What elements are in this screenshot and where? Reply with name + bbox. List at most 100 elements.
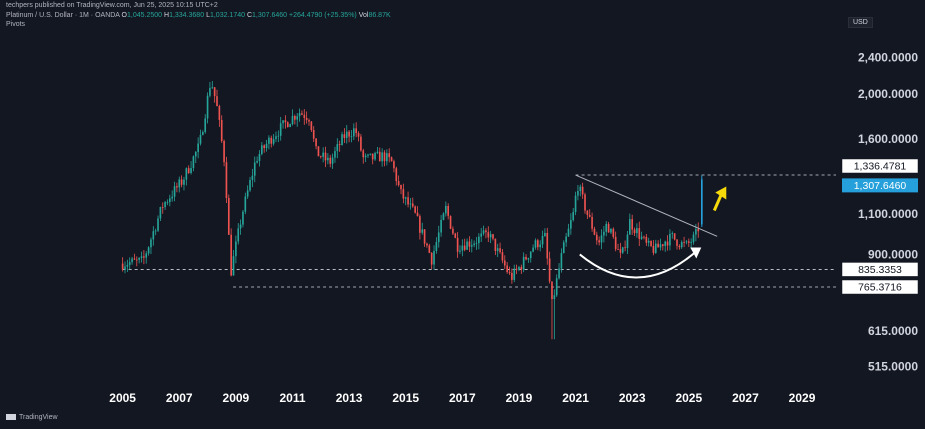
candle-body (416, 212, 419, 217)
volume-value: 86.87K (368, 12, 391, 19)
candle-body (501, 252, 504, 261)
candle-body (541, 236, 544, 245)
candle-body (178, 179, 181, 188)
candle-body (452, 228, 454, 234)
candle-body (626, 234, 629, 248)
candle-body (338, 144, 341, 146)
candle-body (133, 258, 136, 260)
candle-body (409, 203, 412, 205)
candle-body (506, 265, 508, 273)
candle-body (447, 206, 450, 216)
last-price-label-box (842, 178, 918, 193)
candle-body (232, 256, 235, 276)
candle-body (440, 219, 442, 233)
candle-body (423, 229, 426, 244)
time-tick-label: 2021 (562, 391, 589, 405)
candle-body (216, 96, 218, 107)
candle-body (560, 253, 563, 269)
candle-body (362, 150, 365, 158)
candle-body (286, 122, 289, 128)
candle-body (633, 229, 636, 234)
candle-body (192, 156, 195, 169)
candle-body (164, 202, 166, 208)
high-value: 1,334.3680 (169, 12, 205, 19)
candle-body (249, 179, 251, 191)
candle-body (277, 135, 280, 137)
candle-body (343, 134, 346, 138)
tradingview-logo[interactable]: TradingView (6, 414, 58, 421)
candle-body (239, 224, 242, 229)
candle-body (683, 242, 685, 243)
candle-body (128, 262, 131, 265)
candle-body (183, 179, 185, 185)
candle-body (537, 240, 539, 248)
candle-body (291, 115, 294, 125)
candle-body (402, 189, 405, 199)
rounded-bottom-arc (579, 249, 698, 279)
candle-body (654, 243, 657, 253)
close-label: C (246, 12, 253, 19)
time-tick-label: 2027 (732, 391, 759, 405)
candle-body (572, 211, 575, 221)
symbol-name[interactable]: Platinum / U.S. Dollar · 1M · OANDA (6, 12, 120, 19)
candle-body (645, 236, 648, 243)
candle-body (400, 184, 402, 190)
level-label: 1,336.4781 (854, 160, 907, 172)
candle-body (383, 152, 386, 162)
candle-body (301, 113, 303, 115)
candle-body (421, 229, 424, 233)
candle-body (461, 245, 464, 251)
candle-body (131, 258, 133, 263)
candle-body (263, 145, 266, 149)
candle-body (258, 154, 261, 161)
candle-body (579, 186, 582, 191)
candle-body (298, 113, 301, 117)
candle-body (570, 220, 572, 229)
candle-body (463, 245, 466, 250)
price-tick-label: 1,600.0000 (858, 132, 918, 146)
candle-body (225, 162, 228, 199)
candle-body (678, 245, 681, 248)
candle-body (482, 230, 485, 234)
candle-body (282, 120, 284, 124)
candle-body (145, 253, 148, 258)
candle-body (204, 118, 207, 133)
candle-body (520, 266, 523, 270)
candle-body (253, 162, 256, 176)
candle-body (395, 168, 398, 182)
candle-body (595, 234, 598, 241)
candle-body (268, 137, 270, 144)
indicator-label[interactable]: Pivots (6, 21, 26, 28)
candle-body (565, 236, 567, 243)
candle-body (492, 234, 494, 239)
candle-body (341, 134, 343, 146)
candle-body (485, 230, 487, 233)
price-tick-label: 515.0000 (868, 360, 918, 374)
time-tick-label: 2025 (675, 391, 702, 405)
candle-body (553, 295, 556, 300)
candle-body (607, 223, 610, 233)
level-label-box (841, 262, 919, 277)
candle-body (494, 238, 497, 251)
time-tick-label: 2015 (392, 391, 419, 405)
candle-body (692, 234, 695, 243)
candle-body (650, 240, 652, 246)
last-candle-body (700, 179, 703, 225)
candle-body (331, 157, 334, 164)
candle-body (143, 256, 145, 258)
candle-body (223, 141, 225, 163)
candle-body (251, 175, 254, 180)
candle-body (574, 195, 577, 212)
candle-body (489, 234, 492, 238)
candle-body (303, 114, 306, 118)
candle-body (275, 136, 277, 140)
candle-body (213, 87, 216, 97)
currency-badge[interactable]: USD (848, 17, 873, 28)
price-axis: 1,336.4781 835.3353 765.3716 1,307.6460 2,40… (841, 50, 919, 374)
candle-body (357, 133, 360, 137)
candle-body (614, 236, 617, 250)
time-tick-label: 2019 (506, 391, 533, 405)
candle-body (598, 240, 600, 243)
candle-body (529, 251, 532, 259)
